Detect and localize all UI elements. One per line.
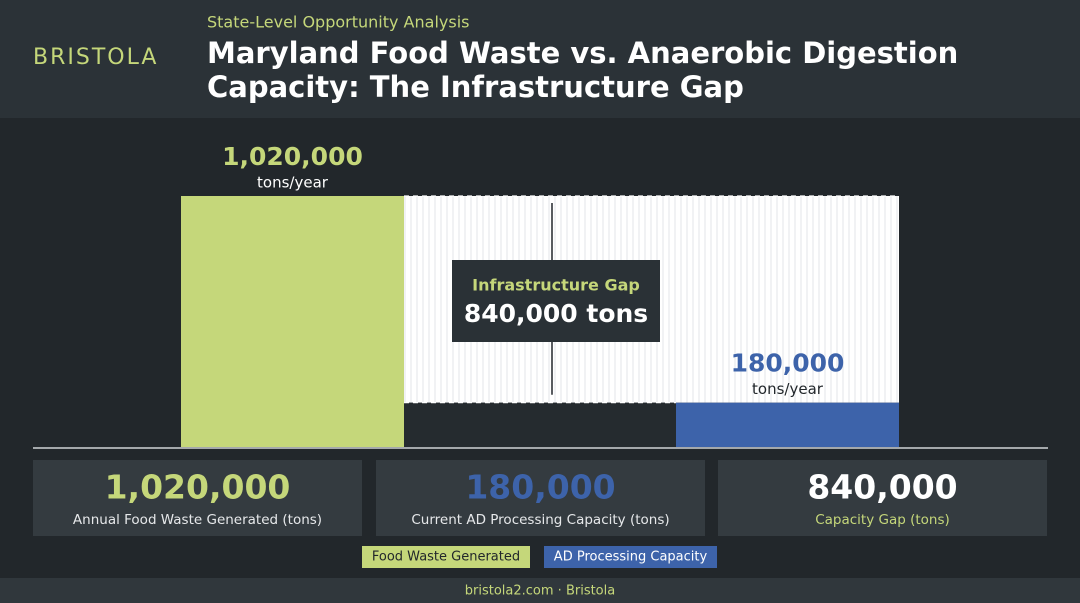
title-line: Capacity: The Infrastructure Gap [207,70,744,104]
stat-value: 840,000 [807,468,957,507]
gap-label-box [452,260,660,342]
bar-value-label: 1,020,000 [222,142,363,171]
bar [676,402,899,447]
chart: 1,020,000 tons/year 180,000 tons/year Infras… [181,142,899,447]
bar-unit-label: tons/year [257,174,329,192]
legend-swatch [362,546,530,568]
bar-value-label: 180,000 [731,349,845,378]
bar-unit-label: tons/year [752,380,824,398]
stat-label: Current AD Processing Capacity (tons) [411,512,669,528]
stat-value: 180,000 [465,468,615,507]
header [0,0,1080,118]
stat-value: 1,020,000 [105,468,291,507]
legend-label: Food Waste Generated [372,550,520,565]
stat-label: Capacity Gap (tons) [815,512,950,528]
stat-label: Annual Food Waste Generated (tons) [73,512,322,528]
gap-title: Infrastructure Gap [472,276,640,295]
footer-bar [0,578,1080,603]
subtitle: State-Level Opportunity Analysis [207,13,469,32]
stat-card [376,460,705,536]
bar [181,196,404,447]
title-line: Maryland Food Waste vs. Anaerobic Digest… [207,36,958,70]
footer: bristola2.com · Bristola [465,584,615,599]
legend-label: AD Processing Capacity [554,550,708,565]
stat-card [718,460,1047,536]
gap-floor [404,402,676,447]
cards: 1,020,000 Annual Food Waste Generated (to… [33,460,1047,536]
legend: Food Waste Generated AD Processing Capaci… [362,546,717,568]
brand: BRISTOLA [33,45,158,70]
stat-card [33,460,362,536]
gap-label: 840,000 tons [464,299,648,328]
legend-swatch [544,546,717,568]
